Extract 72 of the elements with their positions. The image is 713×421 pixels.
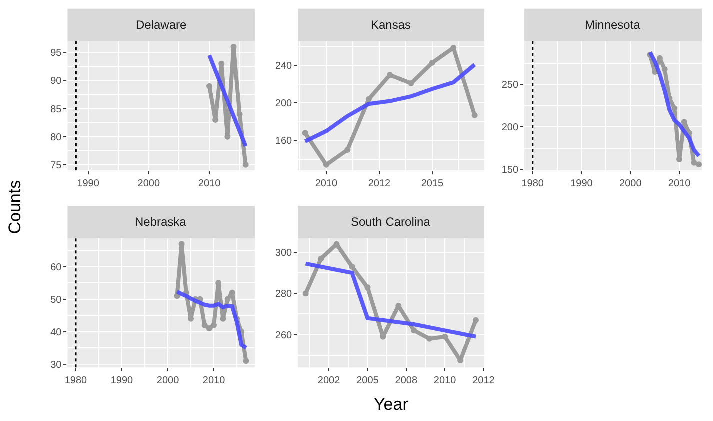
line-series: [208, 53, 248, 148]
point: [429, 60, 436, 66]
x-tick-label: 2010: [198, 178, 222, 190]
point: [387, 72, 394, 78]
x-tick-label: 2012: [368, 178, 392, 190]
x-tick-label: 1980: [522, 178, 544, 190]
y-tick-label: 30: [50, 360, 62, 371]
x-tick-label: 2000: [156, 376, 180, 387]
y-tick-label: 300: [275, 248, 293, 260]
line-series: [175, 290, 248, 350]
x-axis-title: Year: [374, 395, 409, 414]
point: [302, 290, 309, 297]
x-tick-label: 2015: [421, 178, 444, 190]
x-tick-label: 2012: [472, 376, 496, 387]
point: [408, 80, 414, 87]
y-tick-label: 250: [502, 80, 519, 92]
point: [323, 162, 330, 168]
chart-title: Minnesota: [585, 18, 641, 32]
x-tick-label: 1990: [110, 376, 134, 387]
y-tick-label: 160: [275, 136, 293, 148]
point: [202, 322, 208, 328]
x-tick-label: 1990: [570, 178, 594, 190]
point: [318, 256, 324, 262]
point: [212, 117, 219, 123]
point: [366, 96, 372, 102]
y-tick-label: 75: [50, 160, 62, 172]
point: [691, 160, 698, 166]
y-tick-label: 60: [50, 262, 62, 274]
chart-title: Nebraska: [135, 215, 187, 229]
y-tick-label: 90: [50, 76, 62, 88]
point: [472, 112, 478, 118]
x-tick-label: 2000: [620, 178, 642, 190]
y-tick-label: 200: [502, 122, 519, 134]
point: [349, 264, 356, 270]
y-tick-label: 95: [50, 48, 62, 60]
x-tick-label: 2010: [202, 376, 226, 387]
point: [411, 328, 418, 334]
y-tick-label: 280: [275, 289, 293, 300]
y-tick-label: 50: [50, 294, 62, 306]
line-series: [304, 262, 478, 339]
x-tick-label: 2010: [668, 178, 692, 190]
point: [243, 358, 250, 364]
y-tick-label: 260: [275, 330, 293, 342]
x-tick-label: 1990: [77, 178, 100, 190]
y-axis-title: Counts: [5, 180, 24, 234]
chart-title: Delaware: [136, 18, 188, 32]
y-tick-label: 200: [275, 98, 293, 110]
line-series: [303, 62, 477, 144]
x-tick-label: 2002: [318, 376, 341, 387]
point: [473, 317, 480, 324]
x-tick-label: 1980: [64, 376, 88, 387]
point: [662, 66, 668, 72]
y-tick-label: 40: [50, 327, 62, 338]
y-tick-label: 80: [50, 132, 62, 144]
x-tick-label: 2005: [356, 376, 380, 387]
x-tick-label: 2010: [315, 178, 338, 190]
point: [442, 334, 448, 340]
y-tick-label: 240: [275, 61, 293, 72]
point: [302, 130, 308, 136]
point: [696, 162, 702, 168]
chart-title: South Carolina: [351, 215, 431, 229]
point: [206, 83, 213, 90]
x-tick-label: 2010: [434, 376, 457, 387]
y-tick-label: 150: [502, 165, 519, 176]
point: [206, 326, 212, 332]
point: [344, 146, 351, 153]
x-tick-label: 2008: [395, 376, 418, 387]
chart-title: Kansas: [371, 18, 412, 32]
y-tick-label: 85: [50, 104, 62, 116]
x-tick-label: 2000: [138, 178, 160, 190]
point: [364, 284, 371, 290]
point: [224, 296, 231, 302]
